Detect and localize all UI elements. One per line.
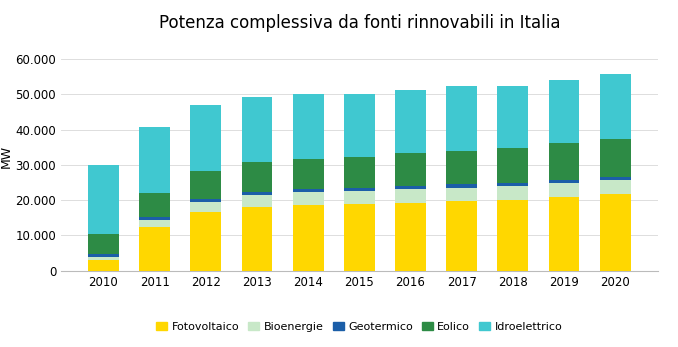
Y-axis label: MW: MW [0, 145, 13, 168]
Bar [549, 183, 580, 197]
Bar [293, 193, 323, 205]
Bar [241, 162, 273, 192]
Bar [446, 151, 477, 184]
Bar [344, 188, 375, 191]
Bar [395, 153, 426, 186]
Bar [241, 206, 273, 271]
Bar [191, 202, 221, 212]
Bar [139, 220, 170, 227]
Bar [549, 197, 580, 271]
Bar [191, 212, 221, 271]
Bar [191, 199, 221, 202]
Bar [88, 260, 119, 271]
Bar [241, 195, 273, 206]
Bar [498, 183, 528, 186]
Bar [191, 171, 221, 199]
Bar [446, 184, 477, 187]
Bar [88, 257, 119, 260]
Bar [241, 192, 273, 195]
Bar [344, 191, 375, 204]
Bar [344, 157, 375, 188]
Bar [191, 105, 221, 171]
Bar [241, 97, 273, 162]
Bar [293, 159, 323, 189]
Bar [600, 74, 631, 139]
Bar [293, 94, 323, 159]
Bar [549, 180, 580, 183]
Bar [395, 90, 426, 153]
Bar [139, 217, 170, 220]
Bar [498, 186, 528, 200]
Bar [600, 180, 631, 194]
Bar [139, 227, 170, 271]
Bar [344, 204, 375, 271]
Bar [395, 203, 426, 271]
Legend: Fotovoltaico, Bioenergie, Geotermico, Eolico, Idroelettrico: Fotovoltaico, Bioenergie, Geotermico, Eo… [152, 318, 567, 337]
Bar [344, 94, 375, 157]
Title: Potenza complessiva da fonti rinnovabili in Italia: Potenza complessiva da fonti rinnovabili… [159, 14, 560, 32]
Bar [600, 194, 631, 271]
Bar [600, 177, 631, 180]
Bar [293, 189, 323, 193]
Bar [395, 186, 426, 189]
Bar [139, 127, 170, 194]
Bar [88, 254, 119, 257]
Bar [498, 148, 528, 183]
Bar [88, 234, 119, 254]
Bar [395, 189, 426, 203]
Bar [498, 200, 528, 271]
Bar [600, 139, 631, 177]
Bar [139, 194, 170, 217]
Bar [446, 201, 477, 271]
Bar [88, 165, 119, 234]
Bar [293, 205, 323, 271]
Bar [446, 86, 477, 151]
Bar [549, 143, 580, 180]
Bar [446, 187, 477, 201]
Bar [549, 80, 580, 143]
Bar [498, 86, 528, 148]
